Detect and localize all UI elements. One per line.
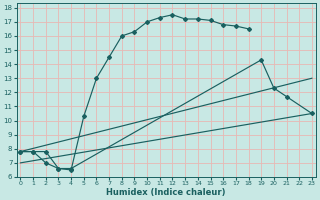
X-axis label: Humidex (Indice chaleur): Humidex (Indice chaleur) bbox=[107, 188, 226, 197]
